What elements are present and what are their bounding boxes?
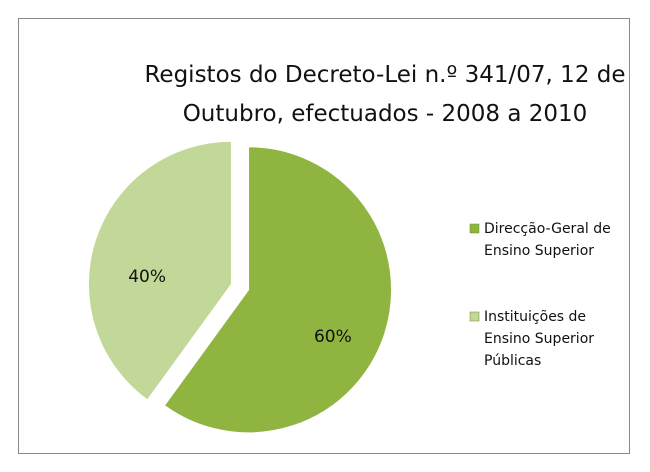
legend-label: Instituições de Ensino Superior Públicas xyxy=(484,309,595,369)
data-label: 60% xyxy=(314,327,352,347)
pie-slice xyxy=(87,140,232,401)
data-label: 40% xyxy=(128,267,166,287)
pie-slice xyxy=(163,146,393,434)
legend-label: Direcção-Geral de Ensino Superior xyxy=(484,221,611,259)
chart-title: Registos do Decreto-Lei n.º 341/07, 12 d… xyxy=(144,62,626,127)
chart-frame xyxy=(18,18,630,454)
legend-swatch xyxy=(469,311,480,322)
legend-swatch xyxy=(469,223,480,234)
